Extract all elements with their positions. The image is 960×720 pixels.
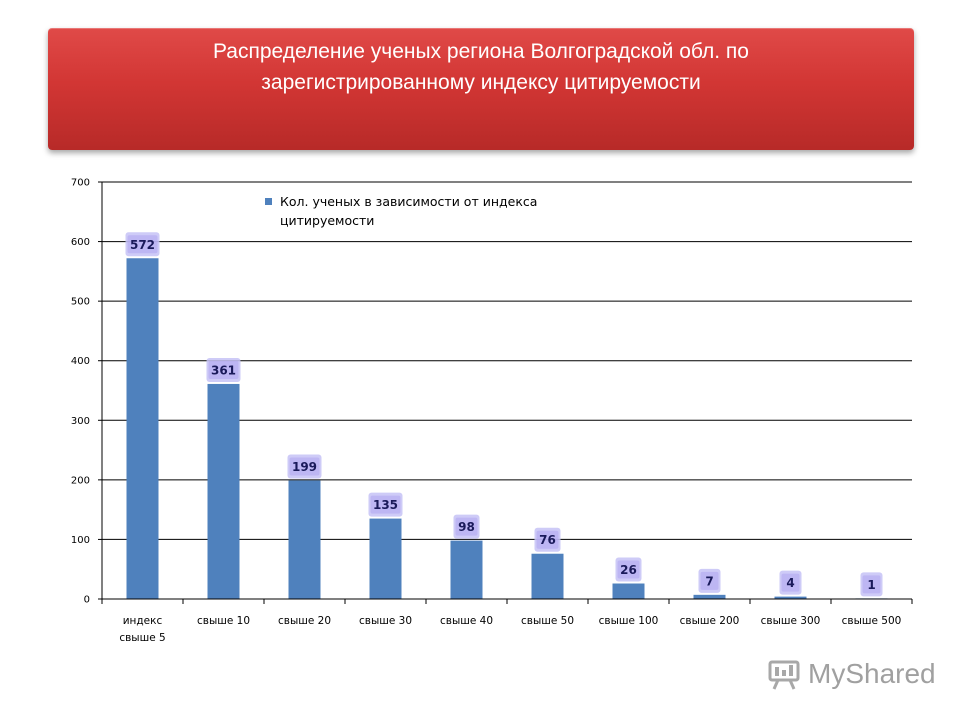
x-tick-label: свыше 200 bbox=[680, 615, 740, 627]
presentation-board-icon bbox=[768, 660, 800, 690]
y-tick-label: 0 bbox=[84, 595, 90, 606]
data-label: 1 bbox=[867, 578, 875, 592]
x-tick-label: свыше 20 bbox=[278, 615, 331, 627]
x-tick-label: индекс bbox=[123, 615, 163, 627]
x-tick-label: свыше 100 bbox=[599, 615, 659, 627]
data-label-glow bbox=[289, 457, 320, 476]
data-label: 199 bbox=[292, 460, 317, 474]
data-label: 98 bbox=[458, 520, 475, 534]
bar bbox=[207, 383, 240, 599]
y-tick-label: 300 bbox=[71, 416, 90, 427]
data-label-glow bbox=[370, 495, 401, 514]
data-label-glow bbox=[455, 517, 478, 536]
bar bbox=[450, 540, 483, 599]
data-label: 26 bbox=[620, 563, 637, 577]
y-tick-label: 100 bbox=[71, 535, 90, 546]
x-tick-label: свыше 40 bbox=[440, 615, 493, 627]
y-tick-label: 600 bbox=[71, 237, 90, 248]
x-tick-label: свыше 30 bbox=[359, 615, 412, 627]
watermark: MyShared bbox=[766, 654, 936, 694]
bar bbox=[774, 596, 807, 599]
data-label-glow bbox=[536, 530, 559, 549]
data-label: 361 bbox=[211, 363, 236, 377]
data-label-glow bbox=[127, 235, 158, 254]
data-label: 76 bbox=[539, 533, 556, 547]
title-banner: Распределение ученых региона Волгоградск… bbox=[48, 28, 914, 150]
data-label: 7 bbox=[705, 574, 713, 588]
data-label: 135 bbox=[373, 498, 398, 512]
data-label: 4 bbox=[786, 576, 794, 590]
x-tick-label: свыше 300 bbox=[761, 615, 821, 627]
data-label-glow bbox=[617, 560, 640, 579]
watermark-text: MyShared bbox=[808, 658, 936, 689]
chart-title: Распределение ученых региона Волгоградск… bbox=[213, 40, 749, 94]
data-label-glow bbox=[700, 571, 719, 590]
data-label-glow bbox=[208, 360, 239, 379]
data-label: 572 bbox=[130, 238, 155, 252]
data-label-glow bbox=[781, 573, 800, 592]
legend-label: Кол. ученых в зависимости от индекса bbox=[280, 194, 537, 209]
legend-swatch bbox=[265, 198, 272, 205]
bar bbox=[369, 518, 402, 599]
x-tick-label: свыше 5 bbox=[119, 632, 165, 644]
legend-label: цитируемости bbox=[280, 213, 374, 228]
y-tick-label: 400 bbox=[71, 356, 90, 367]
x-tick-label: свыше 500 bbox=[842, 615, 902, 627]
y-tick-label: 700 bbox=[71, 178, 90, 189]
y-tick-label: 200 bbox=[71, 475, 90, 486]
bar bbox=[693, 594, 726, 599]
bar bbox=[126, 258, 159, 599]
bar bbox=[531, 553, 564, 599]
x-tick-label: свыше 50 bbox=[521, 615, 574, 627]
bar bbox=[288, 480, 321, 599]
y-tick-label: 500 bbox=[71, 297, 90, 308]
data-label-glow bbox=[862, 575, 881, 594]
x-tick-label: свыше 10 bbox=[197, 615, 250, 627]
bar bbox=[612, 583, 645, 599]
